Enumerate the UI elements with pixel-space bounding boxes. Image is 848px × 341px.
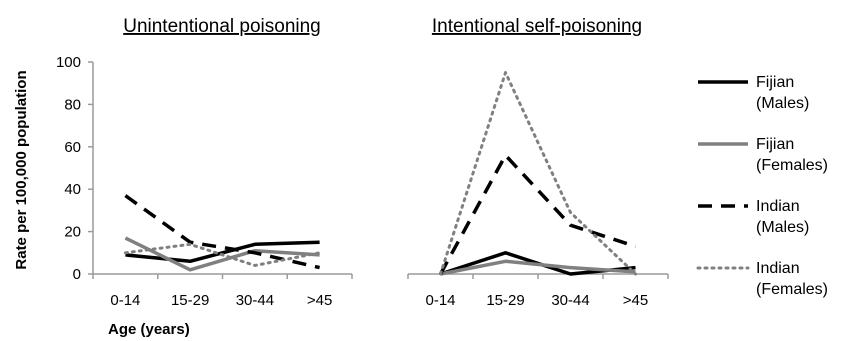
legend-sublabel: (Females) bbox=[756, 281, 828, 298]
series-lines bbox=[123, 194, 322, 272]
x-tick-label: 30-44 bbox=[236, 292, 274, 309]
legend-label: Indian bbox=[756, 198, 800, 215]
series-line-0 bbox=[125, 240, 320, 264]
series-line-2 bbox=[438, 153, 637, 275]
y-tick-label: 40 bbox=[64, 181, 81, 198]
y-tick-label: 0 bbox=[73, 266, 81, 283]
series-lines bbox=[438, 71, 637, 276]
legend-label: Fijian bbox=[756, 136, 794, 153]
intentional-self-poisoning-panel: Intentional self-poisoning 0-14 15-29 30-4… bbox=[407, 16, 669, 309]
legend: Fijian (Males) Fijian (Females) Indian (Males… bbox=[696, 74, 828, 298]
x-tick-label: 15-29 bbox=[171, 292, 209, 309]
x-tick-label: 30-44 bbox=[551, 292, 589, 309]
y-axis-label: Rate per 100,000 population bbox=[13, 70, 30, 269]
chart-title: Unintentional poisoning bbox=[123, 16, 321, 37]
x-tick-label: 15-29 bbox=[486, 292, 524, 309]
legend-label: Fijian bbox=[756, 74, 794, 91]
x-tick-label: >45 bbox=[307, 292, 332, 309]
y-tick-label: 20 bbox=[64, 224, 81, 241]
x-tick-label: 0-14 bbox=[110, 292, 140, 309]
legend-sublabel: (Males) bbox=[756, 219, 809, 236]
legend-label: Indian bbox=[756, 260, 800, 277]
series-line-1 bbox=[124, 236, 320, 272]
y-tick-label: 100 bbox=[56, 54, 81, 71]
series-line-3 bbox=[439, 71, 637, 276]
legend-sublabel: (Females) bbox=[756, 157, 828, 174]
y-tick-label: 80 bbox=[64, 96, 81, 113]
legend-sublabel: (Males) bbox=[756, 95, 809, 112]
chart-title: Intentional self-poisoning bbox=[432, 16, 642, 37]
unintentional-poisoning-panel: Unintentional poisoning Rate per 100,000… bbox=[13, 16, 353, 338]
series-line-1 bbox=[440, 259, 636, 276]
x-tick-label: >45 bbox=[623, 292, 648, 309]
axes: 0 20 40 60 80 100 0-14 15-29 30-44 >45 bbox=[56, 54, 353, 309]
series-line-3 bbox=[123, 242, 322, 267]
y-tick-label: 60 bbox=[64, 139, 81, 156]
x-tick-label: 0-14 bbox=[425, 292, 455, 309]
axes: 0-14 15-29 30-44 >45 bbox=[407, 273, 669, 309]
x-axis-label: Age (years) bbox=[108, 321, 190, 338]
